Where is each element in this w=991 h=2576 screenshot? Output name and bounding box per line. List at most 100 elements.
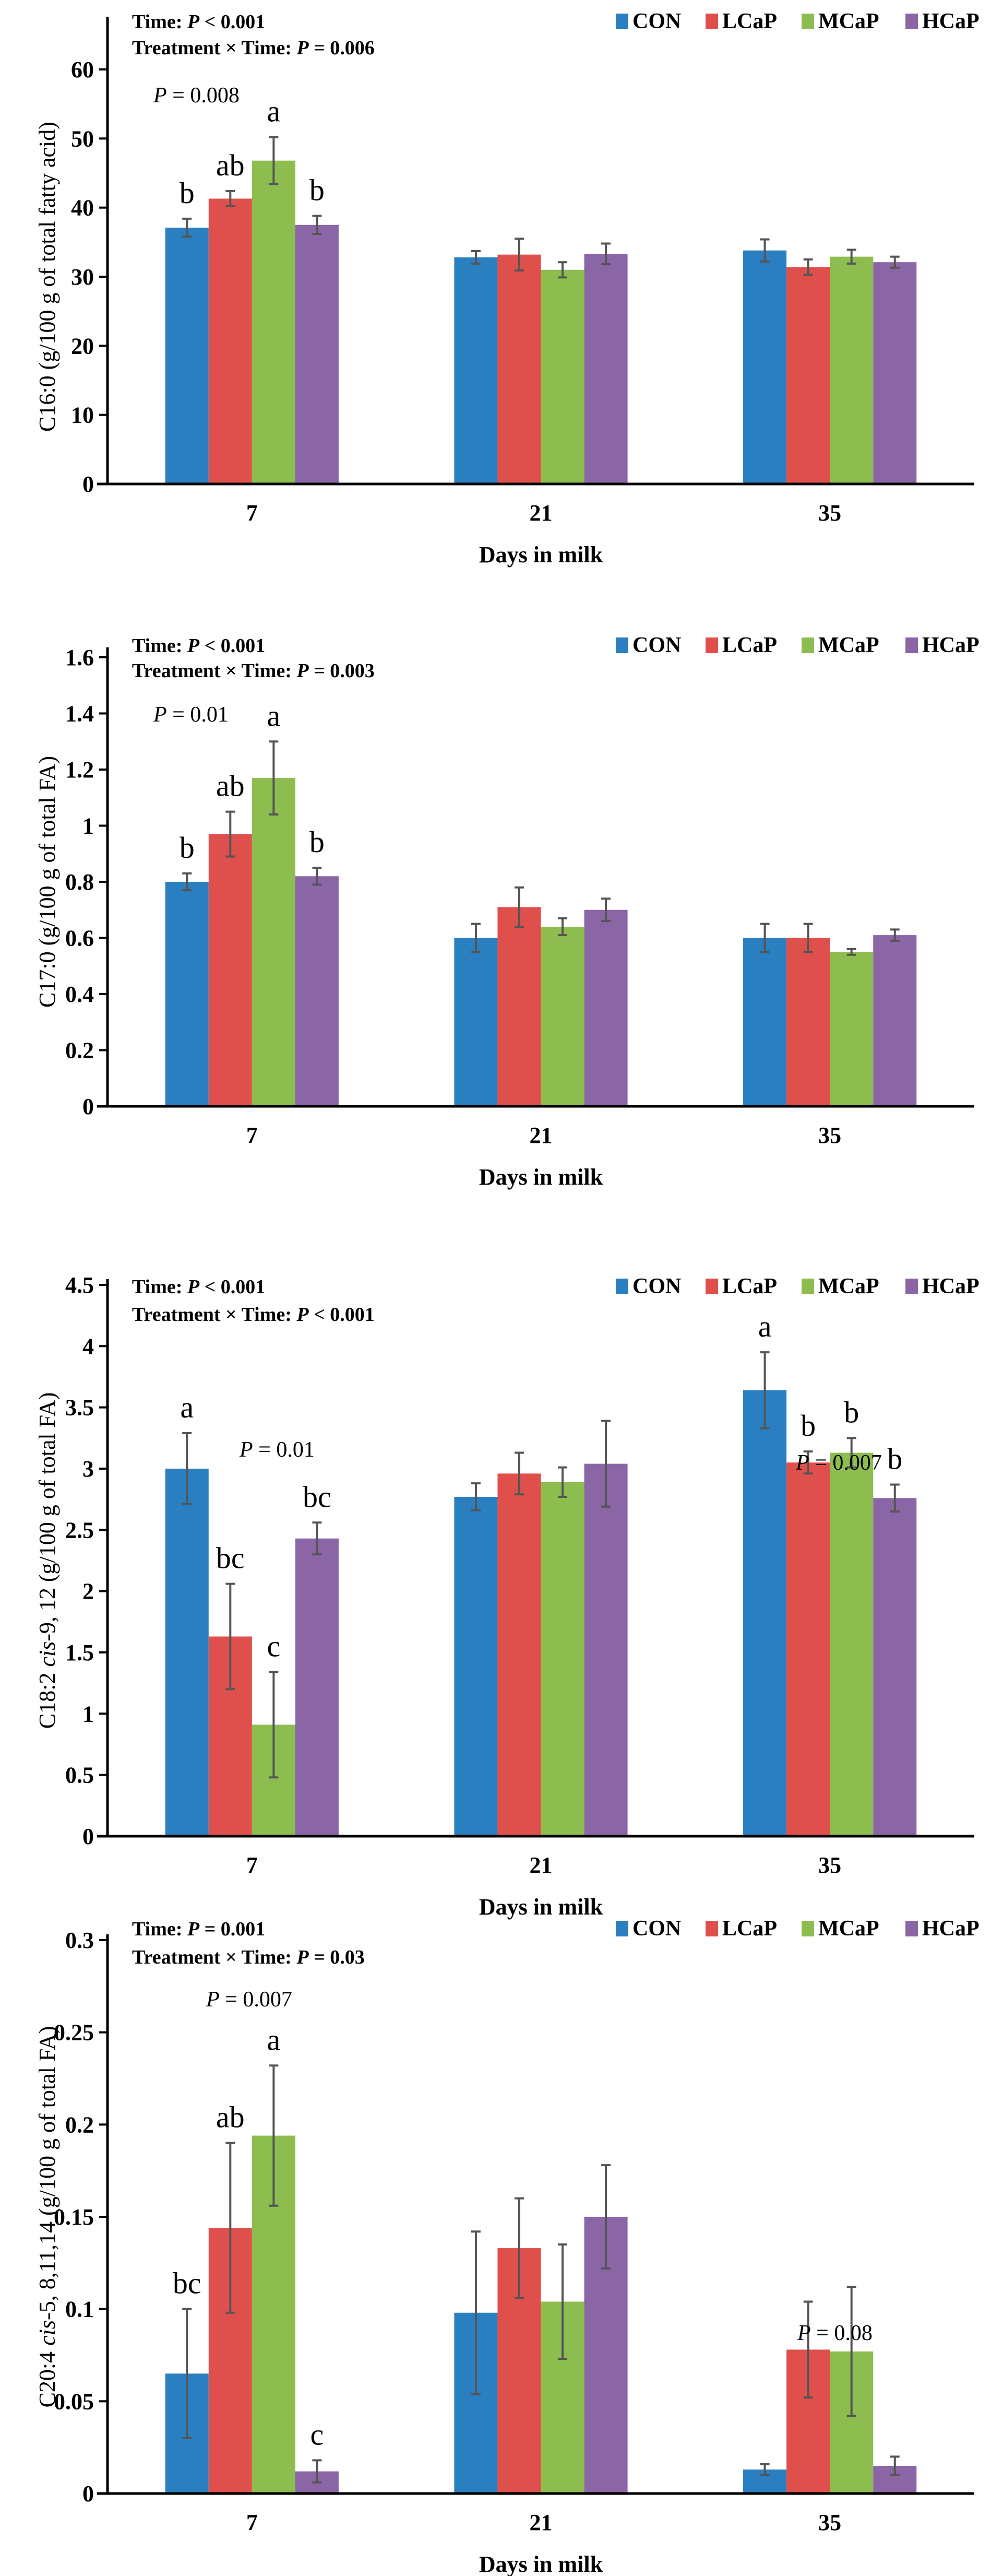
y-tick-label: 0.5 xyxy=(65,1763,94,1788)
legend-swatch xyxy=(802,637,814,653)
chart-4: bc ab a c 7 P = 0.007 21 35 P = 0.08 0 0.05 0.1 0.15… xyxy=(34,1917,980,2576)
x-tick-label: 7 xyxy=(246,2510,258,2535)
error-bar-CON-35 xyxy=(760,1351,770,1429)
significance-letter: ab xyxy=(216,769,245,803)
y-tick-label: 0.3 xyxy=(65,1928,94,1953)
y-tick-label: 0.2 xyxy=(65,2112,94,2137)
error-bar-CON-7 xyxy=(182,2308,192,2439)
bar-HCaP-35 xyxy=(873,1498,917,1836)
y-tick-label: 0 xyxy=(82,471,94,497)
legend-swatch xyxy=(616,637,628,653)
effect-annotation: Treatment × Time: P = 0.003 xyxy=(132,660,375,682)
legend-item-MCaP: MCaP xyxy=(802,633,879,657)
significance-letter: b xyxy=(180,176,195,210)
legend-swatch xyxy=(802,1279,814,1294)
error-bar-MCaP-35 xyxy=(846,249,856,265)
effect-annotation: Treatment × Time: P = 0.006 xyxy=(132,37,375,59)
y-tick-label: 0.6 xyxy=(65,926,94,951)
legend-label: HCaP xyxy=(922,9,980,33)
legend-item-CON: CON xyxy=(616,1274,681,1298)
legend-item-HCaP: HCaP xyxy=(905,1917,980,1941)
y-tick-label: 0.4 xyxy=(65,982,94,1007)
y-tick-label: 3 xyxy=(82,1456,94,1482)
legend-label: MCaP xyxy=(818,1917,879,1941)
bar-MCaP-21 xyxy=(541,927,584,1106)
significance-letter: b xyxy=(844,1395,859,1429)
legend-label: LCaP xyxy=(722,633,777,657)
error-bar-MCaP-7 xyxy=(269,1671,279,1779)
group-p-value: P = 0.08 xyxy=(797,2321,873,2345)
x-tick-label: 21 xyxy=(530,1852,553,1878)
bar-CON-21 xyxy=(454,938,498,1106)
error-bar-HCaP-7 xyxy=(312,215,322,235)
bar-LCaP-35 xyxy=(786,1462,830,1836)
legend-item-MCaP: MCaP xyxy=(802,1917,879,1941)
bar-HCaP-7 xyxy=(295,876,339,1106)
bar-MCaP-21 xyxy=(541,1482,584,1836)
legend-item-LCaP: LCaP xyxy=(706,9,777,33)
group-p-value: P = 0.008 xyxy=(153,84,240,108)
significance-letter: b xyxy=(309,173,325,207)
group-p-value: P = 0.01 xyxy=(239,1438,315,1462)
bar-HCaP-21 xyxy=(584,909,628,1106)
error-bar-LCaP-35 xyxy=(803,2300,813,2399)
legend-label: MCaP xyxy=(818,1274,879,1298)
y-axis-title: C17:0 (g/100 g of total FA) xyxy=(34,756,60,1008)
error-bar-HCaP-21 xyxy=(601,2164,611,2270)
bar-LCaP-21 xyxy=(497,254,541,484)
x-axis-title: Days in milk xyxy=(479,1164,603,1190)
y-axis-title: C18:2 cis-9, 12 (g/100 g of total FA) xyxy=(34,1392,60,1729)
error-bar-MCaP-21 xyxy=(558,1466,568,1498)
legend-item-MCaP: MCaP xyxy=(802,1274,879,1298)
error-bar-CON-21 xyxy=(471,250,481,265)
bar-LCaP-21 xyxy=(497,1473,541,1836)
error-bar-CON-21 xyxy=(471,2230,481,2395)
error-bar-HCaP-35 xyxy=(890,255,900,269)
x-tick-label: 7 xyxy=(246,1852,258,1878)
bar-CON-21 xyxy=(454,257,498,484)
y-tick-label: 0.05 xyxy=(54,2389,94,2414)
error-bar-LCaP-35 xyxy=(803,923,813,953)
y-tick-label: 2 xyxy=(82,1579,94,1604)
y-tick-label: 3.5 xyxy=(65,1395,94,1421)
bar-HCaP-21 xyxy=(584,1463,628,1836)
significance-letter: bc xyxy=(173,2266,201,2300)
error-bar-MCaP-7 xyxy=(269,740,279,816)
effect-annotation: Time: P < 0.001 xyxy=(132,11,265,33)
error-bar-MCaP-35 xyxy=(846,2286,856,2417)
y-tick-label: 10 xyxy=(71,403,94,428)
group-p-value: P = 0.007 xyxy=(206,1988,292,2012)
effect-annotation: Time: P < 0.001 xyxy=(132,635,265,657)
y-axis-title: C16:0 (g/100 g of total fatty acid) xyxy=(34,122,60,432)
significance-letter: a xyxy=(180,1390,194,1424)
legend-item-MCaP: MCaP xyxy=(802,9,879,33)
legend-item-HCaP: HCaP xyxy=(905,633,980,657)
legend-swatch xyxy=(905,637,918,653)
error-bar-MCaP-21 xyxy=(558,917,568,937)
y-tick-label: 2.5 xyxy=(65,1517,94,1543)
significance-letter: b xyxy=(887,1442,902,1476)
legend-swatch xyxy=(616,1921,628,1936)
legend-item-CON: CON xyxy=(616,633,681,657)
legend-label: CON xyxy=(632,9,681,33)
error-bar-CON-21 xyxy=(471,923,481,953)
significance-letter: b xyxy=(180,831,195,865)
bar-HCaP-35 xyxy=(873,262,917,484)
significance-letter: c xyxy=(267,1629,280,1663)
error-bar-LCaP-21 xyxy=(514,238,524,272)
legend-item-LCaP: LCaP xyxy=(706,633,777,657)
y-axis-title: C20:4 cis-5, 8,11,14 (g/100 g of total F… xyxy=(34,2026,60,2408)
legend-label: LCaP xyxy=(722,1274,777,1298)
y-tick-label: 20 xyxy=(71,333,94,359)
bar-HCaP-21 xyxy=(584,254,628,484)
bar-MCaP-21 xyxy=(541,269,584,484)
x-axis-title: Days in milk xyxy=(479,1894,603,1920)
y-tick-label: 1.4 xyxy=(65,701,94,727)
y-tick-label: 1.6 xyxy=(65,645,94,670)
bar-LCaP-7 xyxy=(208,834,252,1106)
y-tick-label: 60 xyxy=(71,57,94,82)
x-tick-label: 7 xyxy=(246,1122,258,1148)
legend: CON LCaP MCaP HCaP xyxy=(616,1274,980,1298)
legend-item-LCaP: LCaP xyxy=(706,1917,777,1941)
